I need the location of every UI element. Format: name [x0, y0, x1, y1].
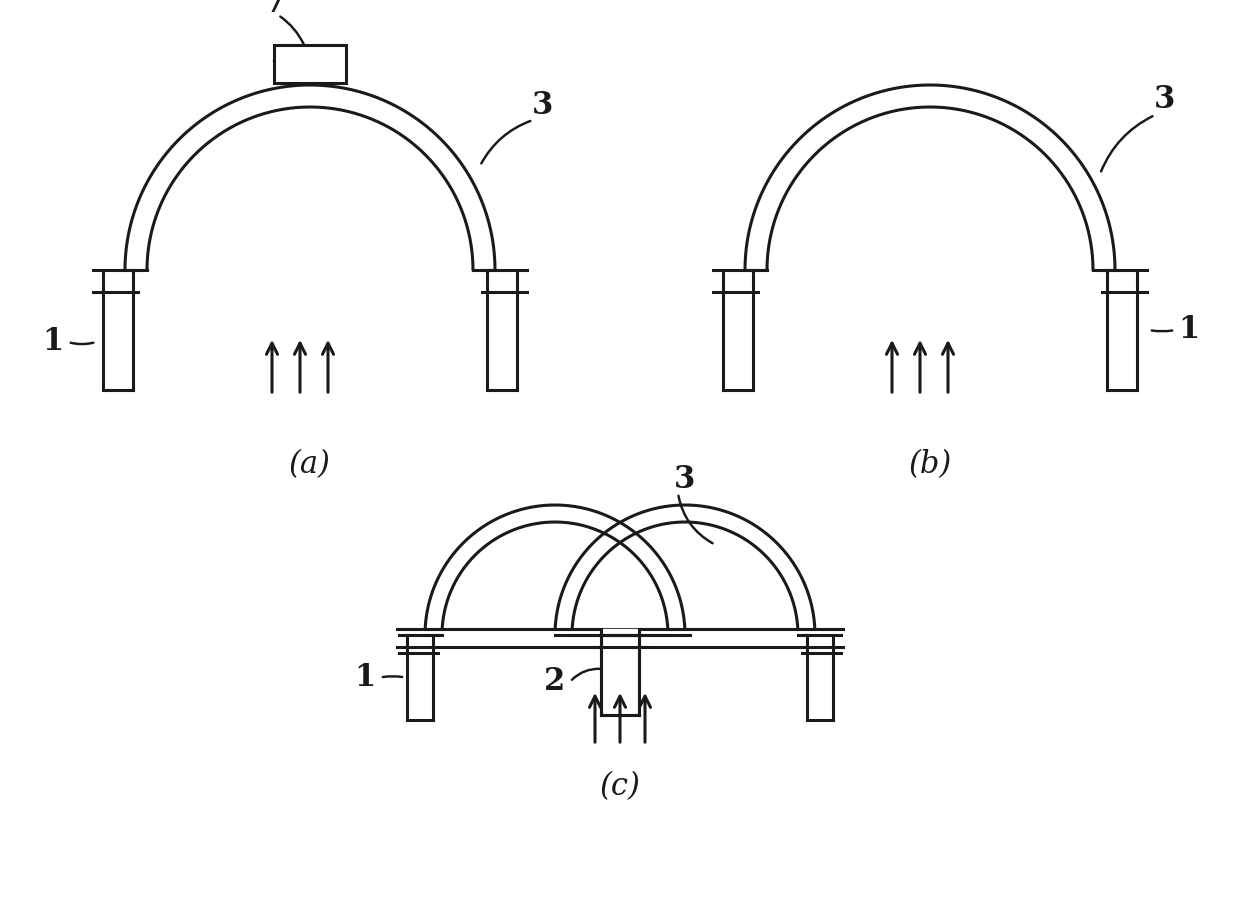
Text: 1: 1	[1178, 314, 1199, 346]
Text: 1: 1	[42, 326, 63, 357]
Text: (a): (a)	[289, 449, 331, 481]
Bar	[274, 45, 346, 83]
Text: 1: 1	[355, 662, 376, 693]
Text: 3: 3	[532, 89, 554, 120]
Text: 3: 3	[1154, 85, 1176, 116]
Text: 3: 3	[675, 464, 696, 495]
Text: (c): (c)	[600, 771, 640, 802]
Text: 7: 7	[264, 0, 285, 18]
Text: (b): (b)	[909, 449, 951, 481]
Text: 2: 2	[544, 666, 565, 698]
